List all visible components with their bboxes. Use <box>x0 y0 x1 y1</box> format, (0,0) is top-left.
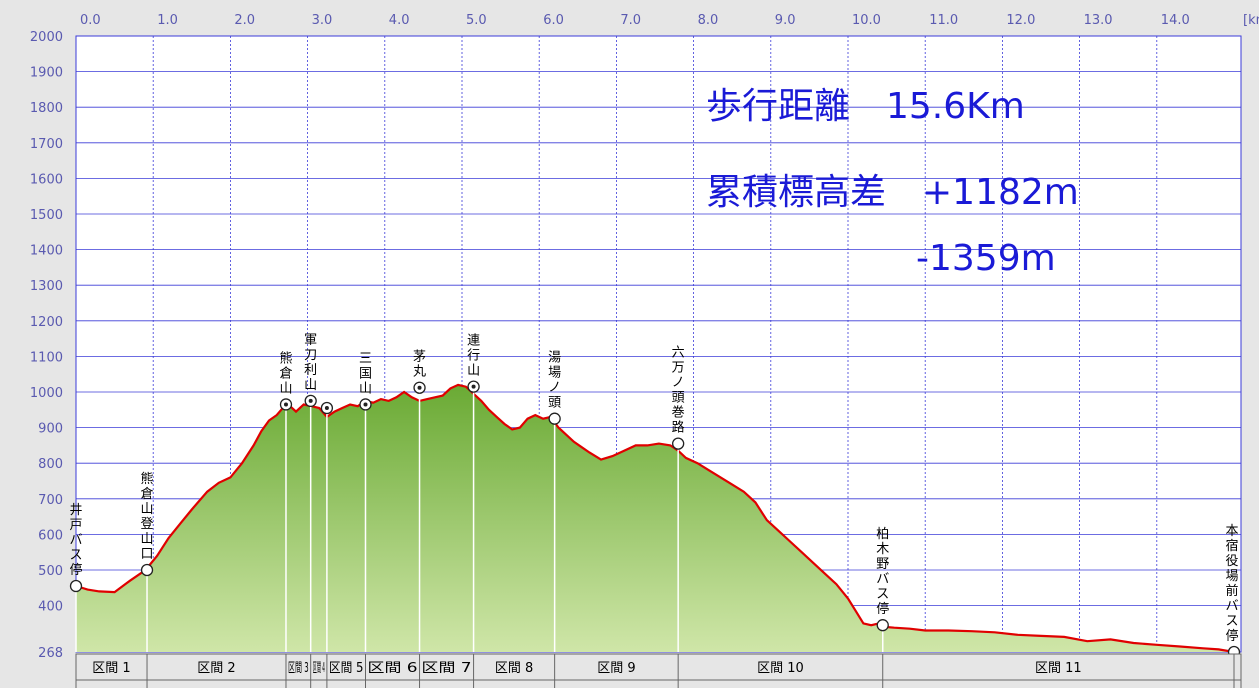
waypoint-marker <box>672 437 685 450</box>
waypoint-label: 熊倉山 <box>279 350 292 396</box>
x-unit-label: [km] <box>1243 13 1259 28</box>
section-label: 区間 6 <box>368 661 418 676</box>
y-tick-label: 900 <box>38 422 63 437</box>
y-tick-label: 1100 <box>30 350 63 365</box>
x-tick-label: 13.0 <box>1084 13 1113 28</box>
x-axis-ticks: 0.0 1.0 2.0 3.0 4.0 5.0 6.0 7.0 8.0 9.0 10.0 11.0 12… <box>80 13 1190 28</box>
summit-dot <box>417 385 422 390</box>
x-tick-label: 10.0 <box>852 13 881 28</box>
waypoint-label: 連行山 <box>467 334 480 379</box>
elevation-loss-annotation: -1359m <box>916 238 1056 279</box>
summit-dot <box>324 406 329 411</box>
x-tick-label: 6.0 <box>543 13 564 28</box>
x-tick-label: 4.0 <box>389 13 410 28</box>
y-tick-label: 1600 <box>30 172 63 187</box>
y-tick-label: 1800 <box>30 101 63 116</box>
section-label: 区間 10 <box>757 661 804 676</box>
y-tick-label: 1000 <box>30 386 63 401</box>
waypoint-marker <box>69 579 83 593</box>
x-tick-label: 5.0 <box>466 13 487 28</box>
y-tick-label: 268 <box>38 646 63 661</box>
summit-dot <box>308 398 313 403</box>
y-tick-label: 1200 <box>30 315 63 330</box>
y-tick-label: 1900 <box>30 66 63 81</box>
section-label: 区間 9 <box>597 661 635 676</box>
summit-dot <box>363 402 368 407</box>
waypoint-label: 本宿役場前バス停 <box>1225 524 1238 644</box>
section-label: 区間 5 <box>329 661 364 676</box>
y-tick-label: 1700 <box>30 137 63 152</box>
section-label: 区間 3 <box>288 661 309 676</box>
section-label: 区間 7 <box>422 661 472 676</box>
x-tick-label: 9.0 <box>775 13 796 28</box>
x-tick-label: 14.0 <box>1161 13 1190 28</box>
y-tick-label: 1500 <box>30 208 63 223</box>
y-tick-label: 600 <box>38 528 63 543</box>
x-tick-label: 12.0 <box>1006 13 1035 28</box>
section-label: 区間 2 <box>197 661 235 676</box>
summit-dot <box>283 402 288 407</box>
y-tick-label: 1300 <box>30 279 63 294</box>
y-tick-label: 1400 <box>30 244 63 259</box>
summit-dot <box>471 384 476 389</box>
waypoint-label: 茅丸 <box>413 350 426 380</box>
y-tick-label: 2000 <box>30 30 63 45</box>
waypoint-label: 三国山 <box>359 351 372 396</box>
x-tick-label: 3.0 <box>312 13 333 28</box>
waypoint-label: 六万ノ頭巻路 <box>672 346 685 436</box>
section-label: 区間 11 <box>1035 661 1082 676</box>
section-row-2 <box>75 679 1242 688</box>
waypoint-label: 軍刀利山 <box>304 333 317 393</box>
section-table: 区間 1 区間 2 区間 3 区間 4 区間 5 区間 6 区間 7 区間 8 区間 9 区間 1… <box>75 653 1242 688</box>
waypoint-label: 柏木野バス停 <box>876 527 889 617</box>
x-tick-label: 11.0 <box>929 13 958 28</box>
x-tick-label: 8.0 <box>698 13 719 28</box>
y-tick-label: 400 <box>38 600 63 615</box>
waypoint-label: 熊倉山登山口 <box>141 471 154 562</box>
y-tick-label: 800 <box>38 457 63 472</box>
x-tick-label: 2.0 <box>234 13 255 28</box>
elevation-gain-annotation: 累積標高差 +1182m <box>706 172 1079 213</box>
x-tick-label: 0.0 <box>80 13 101 28</box>
waypoint-marker <box>140 563 154 577</box>
section-label: 区間 8 <box>495 661 533 676</box>
distance-annotation: 歩行距離 15.6Km <box>706 86 1025 127</box>
x-tick-label: 7.0 <box>620 13 641 28</box>
waypoint-marker <box>548 412 561 425</box>
section-label: 区間 1 <box>92 661 130 676</box>
waypoint-label: 井戸バス停 <box>69 503 82 578</box>
x-tick-label: 1.0 <box>157 13 178 28</box>
y-tick-label: 500 <box>38 564 63 579</box>
waypoint-label: 湯場ノ頭 <box>548 351 561 411</box>
section-label: 区間 4 <box>313 661 325 676</box>
waypoint-marker <box>876 619 889 632</box>
y-axis-ticks: 2000 1900 1800 1700 1600 1500 1400 1300 1200 1100… <box>30 30 63 661</box>
y-tick-label: 700 <box>38 493 63 508</box>
